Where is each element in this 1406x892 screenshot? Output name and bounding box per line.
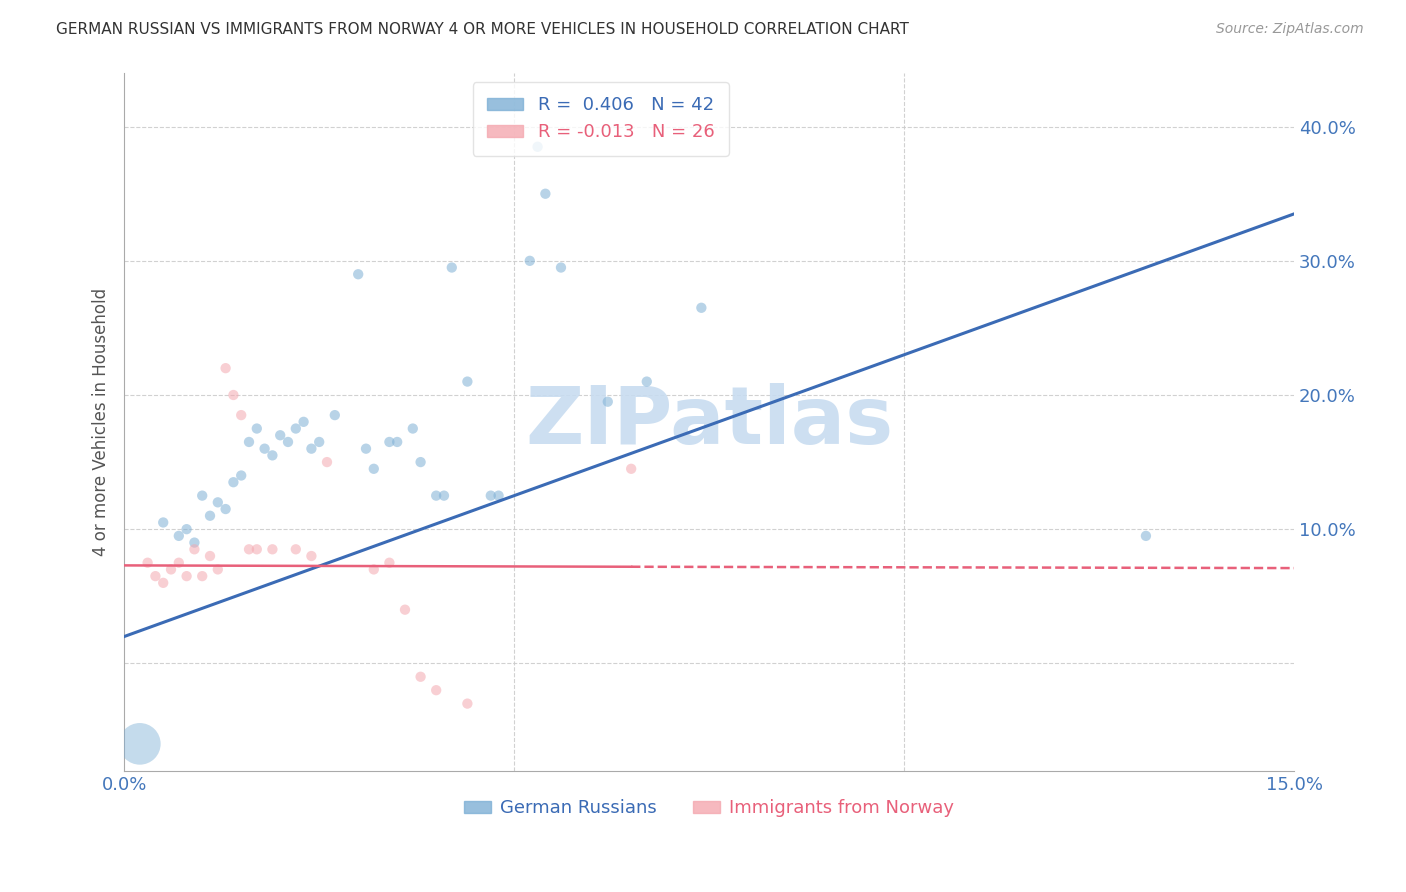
Point (1135, 529, 1157, 543)
Point (222, 388, 245, 402)
Point (299, 549, 322, 563)
Point (152, 575, 174, 590)
Point (409, 670, 432, 684)
Point (191, 489, 214, 503)
Point (440, 260, 463, 275)
Point (378, 556, 401, 570)
Point (488, 489, 510, 503)
Point (145, 569, 167, 583)
Point (284, 542, 307, 557)
Point (198, 549, 221, 563)
Point (183, 542, 205, 557)
Point (160, 562, 183, 576)
Point (238, 434, 260, 449)
Point (191, 569, 214, 583)
Point (207, 495, 229, 509)
Point (402, 421, 425, 435)
Y-axis label: 4 or more Vehicles in Household: 4 or more Vehicles in Household (93, 288, 110, 556)
Point (214, 361, 236, 376)
Point (308, 434, 330, 449)
Point (363, 562, 385, 576)
Point (262, 542, 284, 557)
Point (596, 394, 619, 409)
Point (246, 542, 269, 557)
Text: ZIPatlas: ZIPatlas (524, 383, 893, 461)
Point (323, 408, 346, 422)
Point (347, 267, 370, 281)
Point (176, 522, 198, 536)
Point (231, 408, 253, 422)
Point (207, 562, 229, 576)
Point (269, 428, 291, 442)
Point (526, 140, 548, 154)
Point (253, 442, 276, 456)
Point (425, 489, 447, 503)
Point (354, 442, 377, 456)
Point (277, 434, 299, 449)
Text: GERMAN RUSSIAN VS IMMIGRANTS FROM NORWAY 4 OR MORE VEHICLES IN HOUSEHOLD CORRELA: GERMAN RUSSIAN VS IMMIGRANTS FROM NORWAY… (56, 22, 910, 37)
Point (167, 529, 190, 543)
Point (385, 434, 408, 449)
Point (378, 434, 401, 449)
Point (198, 508, 221, 523)
Point (231, 468, 253, 483)
Point (284, 421, 307, 435)
Point (425, 683, 447, 698)
Point (534, 186, 557, 201)
Point (479, 489, 502, 503)
Point (363, 462, 385, 476)
Point (394, 602, 416, 616)
Point (238, 542, 260, 557)
Point (690, 301, 713, 315)
Point (292, 415, 315, 429)
Point (262, 449, 284, 463)
Point (246, 421, 269, 435)
Point (152, 516, 174, 530)
Point (636, 375, 658, 389)
Point (136, 556, 159, 570)
Point (456, 375, 478, 389)
Point (433, 489, 456, 503)
Legend: German Russians, Immigrants from Norway: German Russians, Immigrants from Norway (457, 792, 962, 824)
Point (299, 442, 322, 456)
Point (183, 535, 205, 549)
Point (409, 455, 432, 469)
Point (176, 569, 198, 583)
Point (167, 556, 190, 570)
Point (222, 475, 245, 490)
Point (316, 455, 339, 469)
Point (128, 737, 150, 751)
Text: Source: ZipAtlas.com: Source: ZipAtlas.com (1216, 22, 1364, 37)
Point (214, 502, 236, 516)
Point (456, 697, 478, 711)
Point (550, 260, 572, 275)
Point (620, 462, 643, 476)
Point (519, 253, 541, 268)
